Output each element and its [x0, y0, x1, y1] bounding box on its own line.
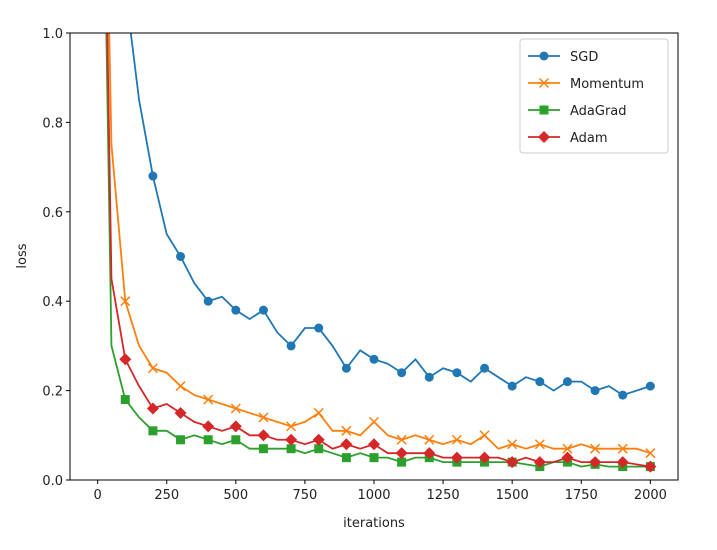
y-tick-label: 0.0	[42, 474, 63, 489]
marker	[202, 420, 215, 433]
legend-label: Momentum	[570, 77, 644, 92]
legend-label: AdaGrad	[570, 104, 627, 119]
x-tick-label: 750	[292, 488, 317, 503]
marker	[539, 105, 549, 115]
marker	[507, 439, 518, 450]
marker	[369, 453, 379, 463]
marker	[369, 354, 379, 364]
marker	[423, 447, 436, 460]
x-tick-label: 1750	[565, 488, 598, 503]
marker	[286, 341, 296, 351]
marker	[314, 444, 324, 454]
marker	[534, 439, 545, 450]
marker	[285, 433, 298, 446]
marker	[395, 447, 408, 460]
marker	[589, 456, 602, 469]
marker	[480, 363, 490, 373]
marker	[506, 456, 519, 469]
marker	[645, 448, 656, 459]
marker	[257, 429, 270, 442]
marker	[176, 252, 186, 261]
marker	[452, 368, 462, 378]
marker	[397, 368, 407, 378]
marker	[148, 171, 158, 181]
marker	[286, 421, 297, 432]
marker	[450, 451, 463, 464]
y-tick-label: 0.4	[42, 295, 63, 310]
marker	[478, 451, 491, 464]
marker	[148, 426, 158, 436]
marker	[562, 377, 572, 387]
legend-label: Adam	[570, 131, 608, 146]
marker	[617, 443, 628, 454]
marker	[147, 363, 158, 374]
marker	[174, 406, 187, 419]
plot-area	[105, 33, 657, 473]
marker	[396, 434, 407, 445]
marker	[507, 381, 517, 391]
marker	[146, 402, 159, 415]
marker	[341, 363, 351, 373]
y-tick-label: 0.8	[42, 116, 63, 131]
marker	[616, 456, 629, 469]
x-tick-label: 1500	[496, 488, 529, 503]
legend-label: SGD	[570, 50, 598, 65]
marker	[229, 420, 242, 433]
x-tick-label: 1000	[357, 488, 390, 503]
marker	[341, 425, 352, 436]
marker	[203, 394, 214, 405]
marker	[175, 381, 186, 392]
marker	[451, 434, 462, 445]
y-tick-label: 0.6	[42, 206, 63, 221]
marker	[479, 430, 490, 441]
marker	[119, 353, 132, 366]
marker	[231, 435, 241, 445]
marker	[538, 77, 550, 89]
marker	[176, 435, 186, 445]
marker	[368, 438, 380, 451]
legend-box	[519, 38, 669, 154]
marker	[230, 403, 241, 414]
marker	[314, 323, 324, 333]
marker	[618, 390, 628, 400]
marker	[313, 407, 324, 418]
marker	[424, 372, 434, 382]
marker	[533, 456, 546, 469]
marker	[120, 296, 131, 307]
marker	[590, 386, 600, 396]
marker	[590, 443, 601, 454]
marker	[535, 377, 545, 387]
marker	[644, 460, 657, 473]
marker	[231, 305, 241, 315]
y-tick-label: 0.2	[42, 385, 63, 400]
marker	[538, 131, 550, 143]
x-tick-label: 250	[154, 488, 179, 503]
marker	[312, 433, 325, 446]
marker	[258, 412, 269, 423]
marker	[340, 438, 353, 451]
x-tick-label: 0	[93, 488, 101, 503]
marker	[368, 416, 380, 427]
x-tick-label: 1250	[427, 488, 460, 503]
marker	[397, 457, 407, 467]
marker	[561, 451, 574, 464]
x-tick-label: 2000	[634, 488, 667, 503]
marker	[258, 305, 268, 315]
x-tick-label: 500	[223, 488, 248, 503]
y-axis-label: loss	[15, 243, 30, 268]
x-axis-label: iterations	[343, 516, 405, 531]
marker	[424, 434, 435, 445]
marker	[562, 443, 573, 454]
marker	[286, 444, 296, 454]
marker	[203, 435, 213, 445]
marker	[539, 51, 549, 61]
marker	[645, 381, 655, 391]
marker	[258, 444, 268, 454]
y-tick-label: 1.0	[42, 27, 63, 42]
marker	[203, 296, 213, 306]
marker	[341, 453, 351, 463]
marker	[120, 395, 130, 405]
